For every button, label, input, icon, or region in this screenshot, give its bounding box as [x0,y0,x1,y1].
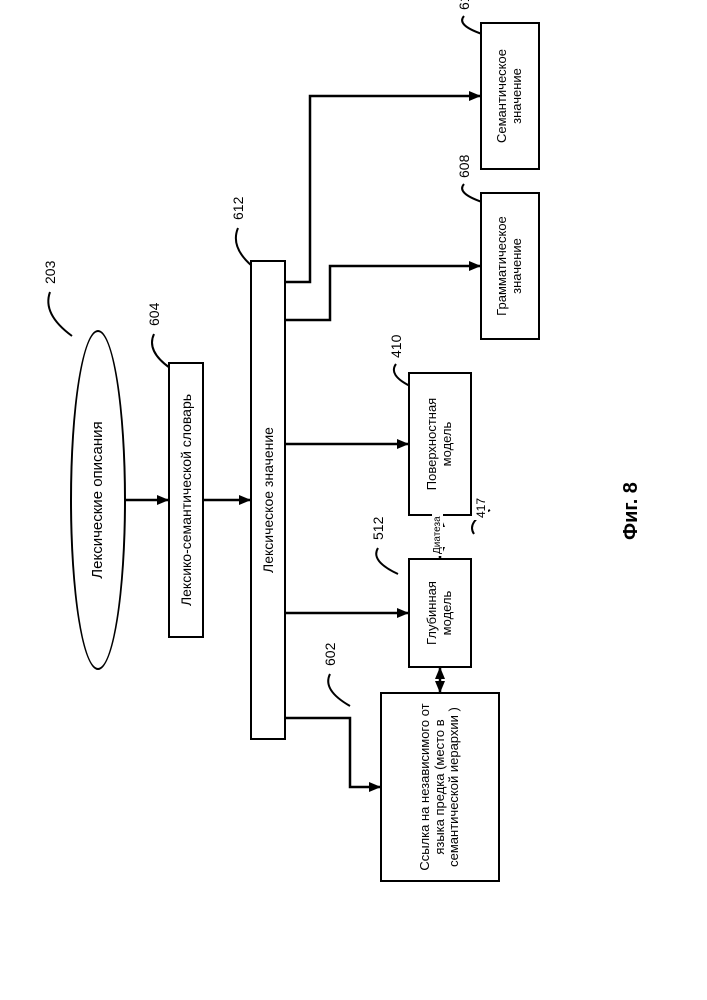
node-semantic-meaning: Семантическое значение [480,22,540,170]
ref-608: 608 [456,153,472,180]
stage: Лексические описания Лексико-семантическ… [0,0,707,1000]
node-label: Глубинная модель [425,560,455,666]
node-label: Грамматическое значение [495,194,525,338]
node-label: Поверхностная модель [425,374,455,514]
ref-610: 610 [456,0,472,12]
label-diathesis: Диатеза [432,514,443,556]
ref-203: 203 [42,259,58,286]
figure-caption: Фиг. 8 [620,482,643,540]
ref-604: 604 [146,301,162,328]
node-grammatical-meaning: Грамматическое значение [480,192,540,340]
ref-612: 612 [230,195,246,222]
edge-e7 [286,96,480,282]
ref-417: 417 [474,496,488,520]
node-lexical-descriptions: Лексические описания [70,330,126,670]
edge-e3 [286,718,380,787]
leader-l512 [376,548,398,574]
node-deep-model: Глубинная модель [408,558,472,668]
node-lexical-meaning: Лексическое значение [250,260,286,740]
node-label: Ссылка на независимого от языка предка (… [418,694,463,880]
node-surface-model: Поверхностная модель [408,372,472,516]
node-ancestor-ref: Ссылка на независимого от языка предка (… [380,692,500,882]
node-label: Лексическое значение [260,427,276,573]
ref-602: 602 [322,641,338,668]
ref-512: 512 [370,515,386,542]
edge-e6 [286,266,480,320]
leader-l203 [48,292,72,336]
node-label: Лексические описания [89,421,106,578]
diagram-canvas: Лексические описания Лексико-семантическ… [0,0,707,1000]
leader-l602 [328,674,350,706]
node-label: Семантическое значение [495,24,525,168]
ref-410: 410 [388,333,404,360]
node-lex-sem-dictionary: Лексико-семантической словарь [168,362,204,638]
node-label: Лексико-семантической словарь [178,394,194,606]
